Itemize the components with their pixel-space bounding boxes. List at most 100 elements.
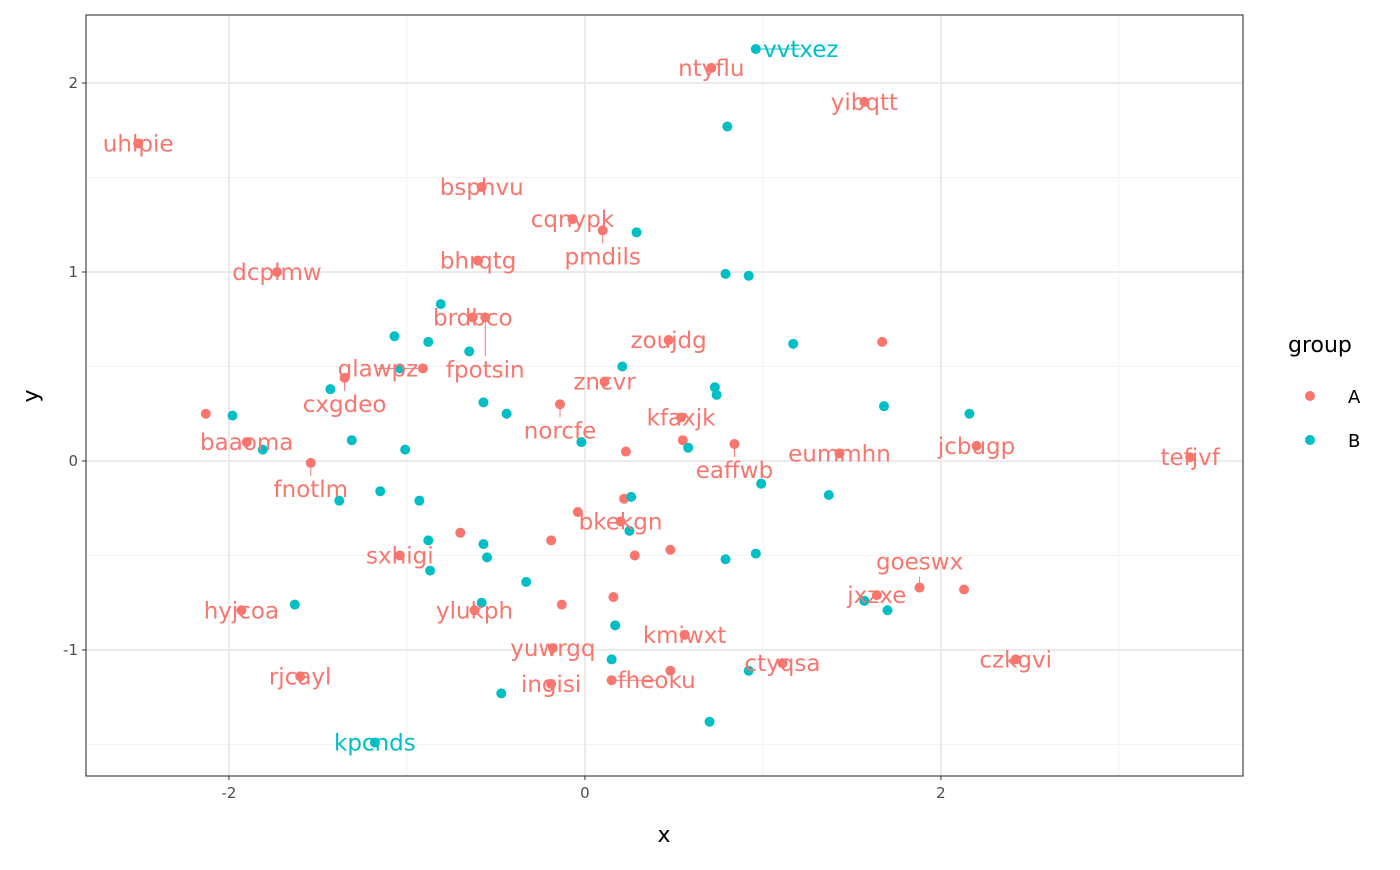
point-A xyxy=(777,658,788,669)
point-A xyxy=(706,62,717,73)
point-B xyxy=(423,535,434,546)
point-A xyxy=(546,535,557,546)
point-label: hyjcoa xyxy=(204,598,279,624)
point-label: jcbugp xyxy=(937,434,1015,460)
point-label: ntyflu xyxy=(678,56,744,82)
point-B xyxy=(375,486,386,497)
point-label: rjcayl xyxy=(269,664,332,690)
labels-layer: uhlpie ntyflu yibqtt bsphvu cqnypk pmdils bhrq… xyxy=(103,37,1221,757)
point-label: fheoku xyxy=(618,668,696,694)
point-B xyxy=(683,442,694,453)
point-A xyxy=(663,335,674,346)
point-label: ingisi xyxy=(521,672,581,698)
point-B xyxy=(576,437,587,448)
point-label: glawpz xyxy=(338,356,419,382)
point-B xyxy=(631,227,642,238)
point-B xyxy=(414,495,425,506)
point-A xyxy=(567,214,578,225)
grid xyxy=(86,15,1243,776)
point-A xyxy=(665,544,676,555)
point-B xyxy=(289,599,300,610)
point-B xyxy=(964,408,975,419)
point-A xyxy=(914,582,925,593)
point-A xyxy=(473,255,484,266)
point-A xyxy=(620,446,631,457)
point-A xyxy=(608,592,619,603)
point-A xyxy=(729,438,740,449)
point-label: zncvr xyxy=(573,370,636,396)
point-B xyxy=(334,495,345,506)
point-B xyxy=(720,268,731,279)
point-A xyxy=(295,671,306,682)
point-B xyxy=(606,654,617,665)
point-A xyxy=(236,605,247,616)
point-A xyxy=(871,590,882,601)
point-A xyxy=(676,412,687,423)
point-label: kmiwxt xyxy=(643,623,727,649)
point-B xyxy=(389,331,400,342)
x-axis-title: x xyxy=(657,823,670,848)
point-label: baaoma xyxy=(200,430,293,456)
point-B xyxy=(743,665,754,676)
point-A xyxy=(476,181,487,192)
y-tick-label: 1 xyxy=(68,263,78,281)
point-A xyxy=(1010,654,1021,665)
point-label: zoujdg xyxy=(630,328,706,354)
point-B xyxy=(617,361,628,372)
point-A xyxy=(271,267,282,278)
point-A xyxy=(572,507,583,518)
point-B xyxy=(859,595,870,606)
point-label: brdbco xyxy=(433,305,513,331)
point-label: fnotlm xyxy=(274,477,349,503)
point-label: tefjvf xyxy=(1160,445,1220,471)
point-label: kpcnds xyxy=(334,731,416,757)
point-B xyxy=(882,605,893,616)
point-label: czkgvi xyxy=(979,647,1052,673)
panel-background xyxy=(86,15,1243,776)
point-label: vvtxez xyxy=(763,37,838,63)
point-label: cxgdeo xyxy=(303,392,387,418)
point-B xyxy=(788,338,799,349)
point-B xyxy=(626,491,637,502)
y-tick-label: 0 xyxy=(68,452,78,470)
point-A xyxy=(1185,452,1196,463)
point-A xyxy=(629,550,640,561)
y-tick-label: 2 xyxy=(68,74,78,92)
point-A xyxy=(555,399,566,410)
point-A xyxy=(665,665,676,676)
point-A xyxy=(959,584,970,595)
panel-border xyxy=(85,14,1244,777)
point-A xyxy=(834,448,845,459)
point-A xyxy=(133,138,144,149)
point-A xyxy=(599,376,610,387)
x-tick-label: -2 xyxy=(221,784,236,802)
point-B xyxy=(743,270,754,281)
legend-label-A: A xyxy=(1348,387,1361,408)
point-A xyxy=(547,643,558,654)
point-B xyxy=(750,44,761,55)
point-A xyxy=(971,440,982,451)
point-B xyxy=(257,444,268,455)
point-B xyxy=(435,299,446,310)
point-B xyxy=(709,382,720,393)
point-label: ylukph xyxy=(436,598,513,624)
y-axis-title: y xyxy=(19,389,44,402)
point-B xyxy=(823,489,834,500)
point-label: bhrqtg xyxy=(440,249,516,275)
point-A xyxy=(615,516,626,527)
point-A xyxy=(877,336,888,347)
point-A xyxy=(859,96,870,107)
legend-key-A xyxy=(1305,391,1315,401)
point-B xyxy=(325,384,336,395)
legend-title: group xyxy=(1288,333,1352,358)
point-B xyxy=(394,363,405,374)
point-A xyxy=(241,437,252,448)
point-B xyxy=(478,539,489,550)
x-tick-label: 2 xyxy=(936,784,946,802)
point-B xyxy=(501,408,512,419)
point-B xyxy=(476,597,487,608)
legend-key-B xyxy=(1305,435,1315,445)
point-label: kfaxjk xyxy=(647,406,717,432)
point-label: norcfe xyxy=(524,418,597,444)
